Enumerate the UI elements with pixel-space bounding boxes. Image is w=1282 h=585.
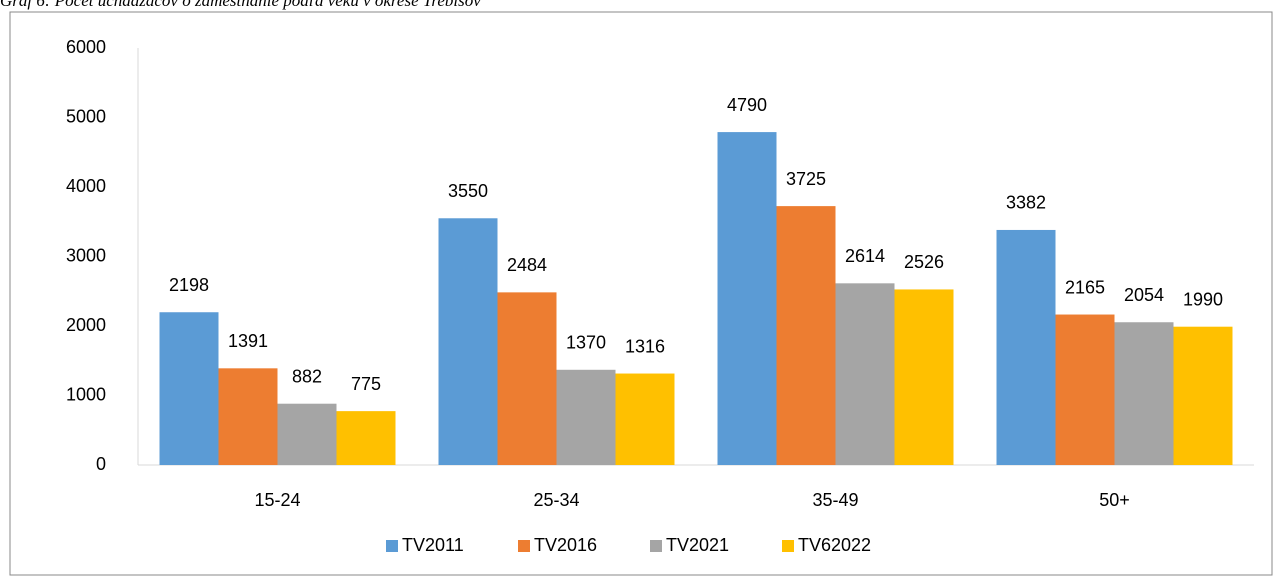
y-tick-label: 1000 [66,384,106,404]
legend-swatch [386,540,398,552]
legend-label: TV62022 [798,535,871,555]
value-label: 3725 [786,169,826,189]
value-label: 882 [292,366,322,386]
bar [277,403,337,465]
chart-frame [9,11,1273,576]
value-label: 4790 [727,95,767,115]
bar [615,373,675,465]
legend-label: TV2011 [402,535,464,555]
bar [438,218,498,465]
bar [835,283,895,465]
x-tick-label: 15-24 [254,490,300,510]
value-label: 2526 [904,252,944,272]
value-label: 2484 [507,255,547,275]
value-label: 1370 [566,333,606,353]
legend-label: TV2021 [666,535,729,555]
bar [218,368,278,465]
x-tick-label: 50+ [1099,490,1130,510]
value-label: 2054 [1124,285,1164,305]
legend-swatch [518,540,530,552]
value-label: 3550 [448,181,488,201]
legend-label: TV2016 [534,535,597,555]
y-tick-label: 3000 [66,245,106,265]
value-label: 3382 [1006,193,1046,213]
value-label: 775 [351,374,381,394]
value-label: 1316 [625,336,665,356]
bar [1114,322,1174,465]
y-tick-label: 2000 [66,315,106,335]
value-label: 2614 [845,246,885,266]
value-label: 1391 [228,331,268,351]
caption: Graf 6: Počet uchádzačov o zamestnanie p… [0,0,481,10]
value-label: 2198 [169,275,209,295]
value-label: 2165 [1065,277,1105,297]
bar [1055,314,1115,465]
x-tick-label: 35-49 [812,490,858,510]
bar [717,132,777,465]
y-tick-label: 4000 [66,176,106,196]
bar [894,289,954,465]
bar [556,369,616,465]
bar [1173,326,1233,465]
y-tick-label: 5000 [66,106,106,126]
legend-swatch [650,540,662,552]
y-tick-label: 0 [96,454,106,474]
bar [336,411,396,465]
x-tick-label: 25-34 [533,490,579,510]
bar [159,312,219,465]
legend-swatch [782,540,794,552]
y-tick-label: 6000 [66,37,106,57]
value-label: 1990 [1183,289,1223,309]
bar [497,292,557,465]
bar [996,229,1056,465]
bar [776,206,836,466]
